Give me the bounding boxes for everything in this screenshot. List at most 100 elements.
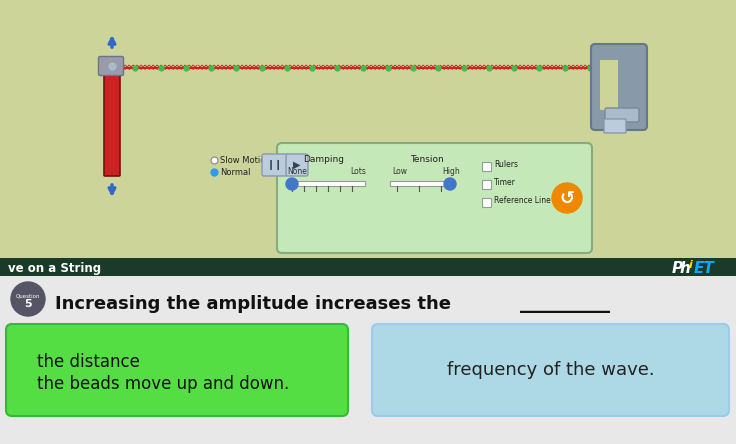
Text: ×: × bbox=[276, 63, 283, 72]
Text: ×: × bbox=[329, 63, 335, 72]
Text: ×: × bbox=[333, 63, 339, 72]
Text: ↺: ↺ bbox=[559, 190, 575, 208]
Text: frequency of the wave.: frequency of the wave. bbox=[447, 361, 654, 379]
Text: ×: × bbox=[546, 63, 553, 72]
Text: ET: ET bbox=[694, 261, 715, 275]
Text: ×: × bbox=[583, 63, 589, 72]
FancyBboxPatch shape bbox=[482, 180, 491, 189]
Text: ×: × bbox=[159, 63, 166, 72]
Text: ×: × bbox=[119, 63, 125, 72]
Text: ×: × bbox=[171, 63, 177, 72]
Text: ×: × bbox=[381, 63, 387, 72]
FancyBboxPatch shape bbox=[6, 324, 348, 416]
Text: ×: × bbox=[425, 63, 432, 72]
Text: ×: × bbox=[422, 63, 428, 72]
Text: ×: × bbox=[575, 63, 581, 72]
Text: ×: × bbox=[292, 63, 299, 72]
Text: Tension: Tension bbox=[410, 155, 444, 164]
Text: ×: × bbox=[430, 63, 436, 72]
Text: ×: × bbox=[244, 63, 250, 72]
Text: ×: × bbox=[175, 63, 182, 72]
FancyBboxPatch shape bbox=[591, 44, 647, 130]
Text: ×: × bbox=[518, 63, 525, 72]
Text: ×: × bbox=[196, 63, 202, 72]
Text: ×: × bbox=[587, 63, 593, 72]
Text: Timer: Timer bbox=[494, 178, 516, 186]
Text: ×: × bbox=[127, 63, 133, 72]
Text: P: P bbox=[672, 261, 683, 275]
Text: ×: × bbox=[531, 63, 537, 72]
Text: ×: × bbox=[567, 63, 573, 72]
Circle shape bbox=[11, 282, 45, 316]
Text: Question: Question bbox=[15, 293, 40, 298]
Text: None: None bbox=[287, 167, 307, 176]
Text: i: i bbox=[689, 260, 693, 270]
Circle shape bbox=[286, 178, 298, 190]
Text: ×: × bbox=[414, 63, 420, 72]
Text: ×: × bbox=[510, 63, 517, 72]
Text: ×: × bbox=[393, 63, 400, 72]
Text: Reference Line: Reference Line bbox=[494, 195, 551, 205]
Text: ×: × bbox=[163, 63, 170, 72]
Text: ×: × bbox=[188, 63, 194, 72]
Text: ×: × bbox=[111, 63, 117, 72]
Text: ×: × bbox=[252, 63, 258, 72]
Text: ×: × bbox=[357, 63, 364, 72]
Text: ×: × bbox=[453, 63, 460, 72]
FancyBboxPatch shape bbox=[262, 154, 288, 176]
Text: ×: × bbox=[542, 63, 549, 72]
Text: Increasing the amplitude increases the: Increasing the amplitude increases the bbox=[55, 295, 457, 313]
Text: ×: × bbox=[264, 63, 271, 72]
Text: ×: × bbox=[216, 63, 222, 72]
Text: ×: × bbox=[232, 63, 238, 72]
Text: ×: × bbox=[498, 63, 504, 72]
Text: ×: × bbox=[123, 63, 130, 72]
Text: ×: × bbox=[470, 63, 476, 72]
Text: Low: Low bbox=[392, 167, 407, 176]
Text: ×: × bbox=[401, 63, 408, 72]
Text: ×: × bbox=[321, 63, 327, 72]
Text: ×: × bbox=[466, 63, 473, 72]
Text: ×: × bbox=[236, 63, 242, 72]
Text: ×: × bbox=[337, 63, 343, 72]
Text: ×: × bbox=[183, 63, 190, 72]
Text: ×: × bbox=[506, 63, 512, 72]
Text: ×: × bbox=[349, 63, 355, 72]
Text: ×: × bbox=[458, 63, 464, 72]
Text: Rulers: Rulers bbox=[494, 159, 518, 169]
Text: Damping: Damping bbox=[303, 155, 344, 164]
Text: ×: × bbox=[151, 63, 158, 72]
Text: ×: × bbox=[204, 63, 210, 72]
Text: ×: × bbox=[191, 63, 198, 72]
Text: ×: × bbox=[313, 63, 319, 72]
Text: ×: × bbox=[143, 63, 149, 72]
Text: ×: × bbox=[361, 63, 367, 72]
Text: 5: 5 bbox=[24, 299, 32, 309]
Text: ×: × bbox=[135, 63, 141, 72]
Text: ×: × bbox=[486, 63, 492, 72]
Text: ×: × bbox=[526, 63, 533, 72]
Text: ❙❙: ❙❙ bbox=[267, 160, 283, 170]
Text: ×: × bbox=[570, 63, 577, 72]
Text: ×: × bbox=[280, 63, 286, 72]
Text: ×: × bbox=[107, 63, 113, 72]
Text: ×: × bbox=[256, 63, 263, 72]
FancyBboxPatch shape bbox=[287, 181, 365, 186]
FancyBboxPatch shape bbox=[0, 258, 736, 276]
Text: ×: × bbox=[578, 63, 585, 72]
Text: ×: × bbox=[450, 63, 456, 72]
Text: Slow Motion: Slow Motion bbox=[220, 155, 271, 164]
FancyBboxPatch shape bbox=[286, 154, 308, 176]
Text: ×: × bbox=[341, 63, 347, 72]
Text: ×: × bbox=[297, 63, 302, 72]
Text: ve on a String: ve on a String bbox=[8, 262, 101, 274]
Text: ▶: ▶ bbox=[293, 160, 301, 170]
FancyBboxPatch shape bbox=[390, 181, 455, 186]
Text: ×: × bbox=[220, 63, 226, 72]
Text: ×: × bbox=[284, 63, 291, 72]
Text: ×: × bbox=[300, 63, 307, 72]
Text: ×: × bbox=[478, 63, 484, 72]
Text: ×: × bbox=[494, 63, 500, 72]
Text: ×: × bbox=[199, 63, 206, 72]
Text: h: h bbox=[680, 261, 691, 275]
